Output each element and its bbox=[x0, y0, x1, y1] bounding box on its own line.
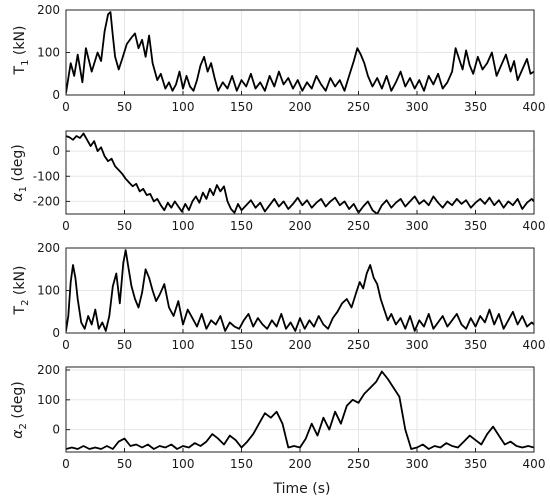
x-axis-label: Time (s) bbox=[273, 481, 331, 497]
panel-3-xtick-label-2: 100 bbox=[172, 338, 195, 352]
panel-4-xtick-label-5: 250 bbox=[347, 457, 370, 471]
panel-1-xtick-label-7: 350 bbox=[464, 100, 487, 114]
panel-t2: T2 (kN) 0 50 100 150 200 250 300 350 400 0 100 200 bbox=[12, 241, 545, 352]
panel-1-xtick-label-0: 0 bbox=[62, 100, 70, 114]
panel-2-ytick-label-1: -100 bbox=[33, 169, 60, 183]
panel-2-xtick-label-2: 100 bbox=[172, 219, 195, 233]
panel-4-xtick-label-4: 200 bbox=[289, 457, 312, 471]
panel-4-xtick-label-2: 100 bbox=[172, 457, 195, 471]
panel-4-ylabel: α2 (deg) bbox=[10, 381, 29, 438]
panel-alpha2: α2 (deg) Time (s) 0 50 100 150 200 250 300 350 4… bbox=[10, 363, 545, 497]
panel-3-xtick-label-0: 0 bbox=[62, 338, 70, 352]
panel-3-xtick-label-6: 300 bbox=[406, 338, 429, 352]
panel-1-ylabel: T1 (kN) bbox=[12, 26, 31, 76]
panel-1-ytick-label-1: 100 bbox=[37, 46, 60, 60]
panel-3-ytick-label-2: 200 bbox=[37, 241, 60, 255]
panel-2-xtick-label-4: 200 bbox=[289, 219, 312, 233]
panel-1-xtick-label-6: 300 bbox=[406, 100, 429, 114]
panel-3-xtick-label-4: 200 bbox=[289, 338, 312, 352]
panel-2-xtick-label-1: 50 bbox=[117, 219, 132, 233]
panel-3-ytick-label-1: 100 bbox=[37, 284, 60, 298]
panel-2-xtick-label-8: 400 bbox=[523, 219, 546, 233]
panel-3-ylabel: T2 (kN) bbox=[12, 266, 31, 316]
panel-3-ytick-label-0: 0 bbox=[52, 326, 60, 340]
panel-2-xtick-label-7: 350 bbox=[464, 219, 487, 233]
panel-4-xtick-label-0: 0 bbox=[62, 457, 70, 471]
panel-4-xtick-label-7: 350 bbox=[464, 457, 487, 471]
panel-3-series-line bbox=[66, 249, 534, 332]
panel-2-ytick-label-0: 0 bbox=[52, 144, 60, 158]
panel-2-xtick-label-3: 150 bbox=[230, 219, 253, 233]
panel-2-ytick-label-2: -200 bbox=[33, 194, 60, 208]
panel-4-xtick-label-8: 400 bbox=[523, 457, 546, 471]
panel-4-ytick-label-1: 100 bbox=[37, 393, 60, 407]
panel-t1: T1 (kN) 0 50 100 150 200 250 300 350 400 0 100 200 bbox=[12, 3, 545, 114]
panel-3-xtick-label-1: 50 bbox=[117, 338, 132, 352]
panel-3-xtick-label-8: 400 bbox=[523, 338, 546, 352]
panel-alpha1: α1 (deg) 0 50 100 150 200 250 300 350 400 0 -100 -2… bbox=[10, 130, 546, 233]
panel-2-ylabel: α1 (deg) bbox=[10, 144, 29, 201]
panel-2-series-line bbox=[66, 132, 534, 214]
panel-1-xtick-label-2: 100 bbox=[172, 100, 195, 114]
panel-4-series-line bbox=[66, 370, 534, 450]
panel-3-xtick-label-5: 250 bbox=[347, 338, 370, 352]
panel-2-xtick-label-0: 0 bbox=[62, 219, 70, 233]
panel-3-xtick-label-3: 150 bbox=[230, 338, 253, 352]
panel-2-xtick-label-6: 300 bbox=[406, 219, 429, 233]
panel-4-ytick-label-2: 200 bbox=[37, 363, 60, 377]
panel-1-xtick-label-4: 200 bbox=[289, 100, 312, 114]
panel-4-xtick-label-3: 150 bbox=[230, 457, 253, 471]
panel-1-series-line bbox=[66, 11, 534, 94]
panel-3-xtick-label-7: 350 bbox=[464, 338, 487, 352]
panel-4-xtick-label-1: 50 bbox=[117, 457, 132, 471]
panel-1-xtick-label-5: 250 bbox=[347, 100, 370, 114]
panel-1-xtick-label-3: 150 bbox=[230, 100, 253, 114]
panel-4-ytick-label-0: 0 bbox=[52, 423, 60, 437]
panel-2-xtick-label-5: 250 bbox=[347, 219, 370, 233]
panel-1-xtick-label-8: 400 bbox=[523, 100, 546, 114]
panel-1-ytick-label-0: 0 bbox=[52, 88, 60, 102]
panel-4-xtick-label-6: 300 bbox=[406, 457, 429, 471]
panel-1-xtick-label-1: 50 bbox=[117, 100, 132, 114]
panel-1-ytick-label-2: 200 bbox=[37, 3, 60, 17]
